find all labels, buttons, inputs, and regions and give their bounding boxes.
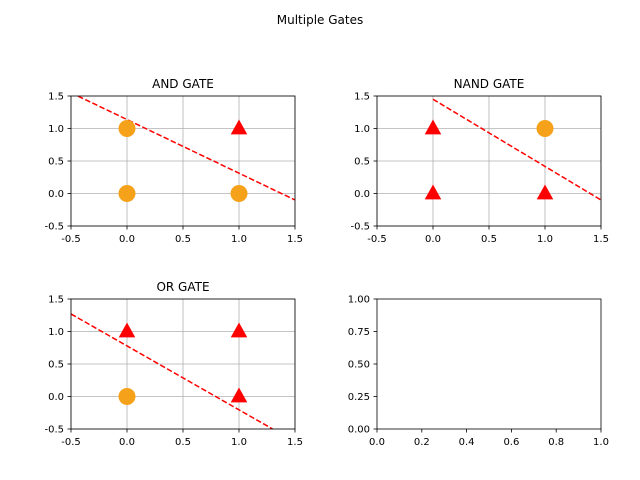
y-tick-label: 1.5	[354, 92, 370, 103]
x-tick-label: 0.8	[548, 437, 564, 448]
x-tick-label: 0.0	[119, 437, 135, 448]
data-point-triangle	[230, 119, 248, 135]
x-tick-label: 0.2	[414, 437, 430, 448]
data-point-circle	[230, 185, 248, 202]
y-tick-label: 0.5	[48, 360, 64, 371]
x-tick-label: 0.6	[503, 437, 519, 448]
figure-suptitle: Multiple Gates	[277, 13, 363, 27]
subplot-title: NAND GATE	[454, 77, 525, 91]
x-tick-label: 1.5	[287, 234, 303, 245]
y-tick-label: 1.0	[48, 327, 64, 338]
data-point-triangle	[536, 184, 554, 200]
data-point-circle	[536, 120, 554, 137]
y-tick-label: 1.0	[354, 124, 370, 135]
x-tick-label: 0.5	[481, 234, 497, 245]
y-tick-label: 0.75	[348, 327, 370, 338]
x-tick-label: 0.0	[119, 234, 135, 245]
y-tick-label: -0.5	[44, 425, 64, 436]
y-tick-label: 1.00	[348, 295, 370, 306]
x-tick-label: 0.5	[175, 437, 191, 448]
y-tick-label: 0.0	[354, 189, 370, 200]
x-tick-label: -0.5	[61, 437, 81, 448]
y-tick-label: 0.25	[348, 392, 370, 403]
x-tick-label: 1.0	[231, 437, 247, 448]
subplot-2: NAND GATE -0.5 0.0 0.5 1.0 1.5 -0.5 0.0 0.5 1.0 1.…	[350, 77, 608, 245]
x-tick-label: 1.5	[287, 437, 303, 448]
subplot-title: OR GATE	[156, 280, 209, 294]
data-point-triangle	[424, 184, 442, 200]
subplot-title: AND GATE	[152, 77, 214, 91]
y-tick-label: -0.5	[44, 222, 64, 233]
x-tick-label: 0.0	[425, 234, 441, 245]
data-point-triangle	[230, 322, 248, 338]
y-tick-label: 1.5	[48, 92, 64, 103]
subplot-1: AND GATE -0.5 0.0 0.5 1.0 1.5 -0.5 0.0 0.5 1.0 1.5	[44, 77, 302, 245]
decision-boundary-line	[432, 98, 601, 201]
data-point-triangle	[424, 119, 442, 135]
x-tick-label: 1.0	[537, 234, 553, 245]
decision-boundary-line	[71, 313, 273, 429]
decision-boundary-line	[76, 96, 295, 201]
subplot-4: 0.0 0.2 0.4 0.6 0.8 1.0 0.00 0.25 0.50 0.75 1.00	[348, 295, 609, 449]
x-tick-label: 0.4	[459, 437, 475, 448]
subplot-3: OR GATE -0.5 0.0 0.5 1.0 1.5 -0.5 0.0 0.5 1.0 1.5	[44, 280, 302, 448]
data-point-circle	[118, 388, 136, 405]
x-tick-label: 0.5	[175, 234, 191, 245]
subplots-group: AND GATE -0.5 0.0 0.5 1.0 1.5 -0.5 0.0 0.5 1.0 1.5…	[44, 77, 608, 448]
data-point-circle	[118, 120, 136, 137]
data-point-triangle	[118, 322, 136, 338]
y-tick-label: 1.5	[48, 295, 64, 306]
x-tick-label: 0.0	[369, 437, 385, 448]
x-tick-label: -0.5	[367, 234, 387, 245]
y-tick-label: 0.0	[48, 189, 64, 200]
y-tick-label: 1.0	[48, 124, 64, 135]
x-tick-label: 1.0	[593, 437, 609, 448]
y-tick-label: 0.5	[48, 157, 64, 168]
y-tick-label: 0.50	[348, 360, 370, 371]
y-tick-label: 0.5	[354, 157, 370, 168]
data-point-circle	[118, 185, 136, 202]
x-tick-label: -0.5	[61, 234, 81, 245]
y-tick-label: 0.00	[348, 425, 370, 436]
y-tick-label: 0.0	[48, 392, 64, 403]
y-tick-label: -0.5	[350, 222, 370, 233]
x-tick-label: 1.5	[593, 234, 609, 245]
x-tick-label: 1.0	[231, 234, 247, 245]
data-point-triangle	[230, 387, 248, 403]
